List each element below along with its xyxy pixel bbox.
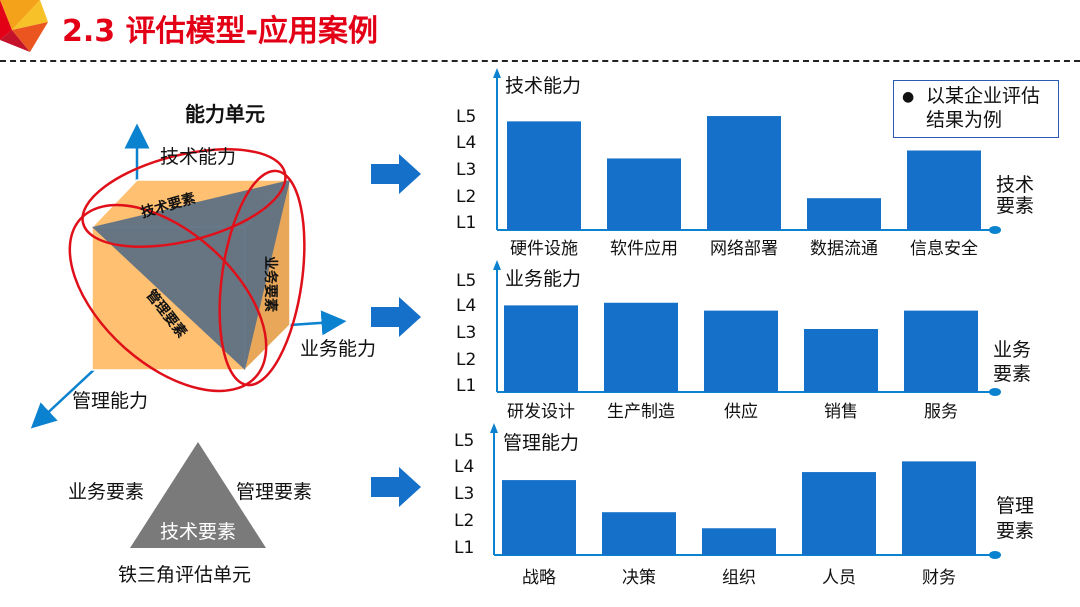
chart-3-ytick-L2: L2	[454, 511, 474, 531]
chart-2-bar-3	[704, 310, 778, 392]
chart-2-ytick-L2: L2	[456, 350, 476, 370]
chart-1-ytick-L3: L3	[456, 160, 476, 180]
chart-1-ytick-L5: L5	[456, 107, 476, 127]
page-title: 2.3 评估模型-应用案例	[62, 14, 379, 49]
flow-arrow-3	[371, 467, 421, 507]
chart-3-xlabel-line1: 管理	[996, 495, 1034, 517]
face-right-label: 业务要素	[262, 256, 279, 312]
chart-2-xlabel-line2: 要素	[993, 363, 1031, 385]
chart-3-ylabel: 管理能力	[503, 432, 579, 454]
chart-1-category-2: 软件应用	[610, 239, 678, 259]
chart-1-ytick-L1: L1	[456, 213, 476, 233]
axis-left	[30, 365, 99, 429]
axis-right-label: 业务能力	[300, 338, 377, 360]
chart-2-ytick-L5: L5	[456, 271, 476, 291]
chart-2-y-arrow	[493, 260, 501, 270]
note-line1: 以某企业评估	[926, 85, 1041, 107]
chart-1-bar-1	[507, 121, 581, 230]
chart-1-bar-3	[707, 116, 781, 230]
chart-2-ytick-L3: L3	[456, 323, 476, 343]
chart-1-category-5: 信息安全	[910, 239, 978, 259]
chart-1-ytick-L2: L2	[456, 187, 476, 207]
chart-2-xlabel-line1: 业务	[993, 339, 1031, 361]
chart-3-bar-3	[702, 528, 776, 555]
iron-triangle	[130, 442, 266, 548]
chart-1-category-3: 网络部署	[710, 239, 778, 259]
chart-1-category-1: 硬件设施	[510, 239, 578, 259]
note-line2: 结果为例	[926, 109, 1003, 131]
chart-3-category-4: 人员	[822, 568, 856, 588]
note-bullet: ●	[902, 89, 915, 105]
chart-2-category-5: 服务	[924, 402, 958, 422]
chart-3-y-arrow	[490, 423, 498, 433]
chart-3-ytick-L4: L4	[454, 457, 474, 477]
chart-1-ytick-L4: L4	[456, 133, 476, 153]
chart-3-category-2: 决策	[622, 568, 656, 588]
chart-1-bar-4	[807, 198, 881, 230]
chart-2-bar-5	[904, 310, 978, 392]
chart-3-ytick-L3: L3	[454, 484, 474, 504]
chart-2-category-2: 生产制造	[607, 402, 675, 422]
chart-3-category-1: 战略	[522, 568, 556, 588]
corner-logo	[0, 0, 48, 52]
chart-3-x-axis-end	[989, 551, 1001, 559]
title-divider	[0, 60, 1080, 62]
chart-2-category-3: 供应	[724, 402, 758, 422]
chart-2-bar-2	[604, 302, 678, 392]
note-box: ● 以某企业评估 结果为例	[893, 80, 1059, 138]
flow-arrow-1	[371, 154, 421, 194]
axis-right	[289, 310, 347, 336]
chart-2-bar-4	[804, 329, 878, 392]
flow-arrow-2	[371, 297, 421, 337]
chart-3-category-5: 财务	[922, 568, 956, 588]
chart-1-bar-2	[607, 158, 681, 230]
chart-2-ytick-L4: L4	[456, 296, 476, 316]
chart-1-y-arrow	[493, 68, 501, 78]
chart-2-ylabel: 业务能力	[505, 268, 581, 290]
triangle-caption: 铁三角评估单元	[118, 564, 252, 586]
chart-2-x-axis-end	[989, 388, 1001, 396]
chart-3-bar-5	[902, 461, 976, 555]
triangle-right-label: 管理要素	[236, 481, 313, 503]
chart-2-ytick-L1: L1	[456, 376, 476, 396]
cube-heading: 能力单元	[185, 102, 265, 126]
chart-2-category-1: 研发设计	[507, 402, 575, 422]
chart-1-xlabel-line1: 技术	[996, 174, 1034, 196]
chart-1-category-4: 数据流通	[810, 239, 878, 259]
cube-inner-triangle	[92, 180, 290, 370]
chart-2-category-4: 销售	[824, 402, 858, 422]
chart-3-ytick-L1: L1	[454, 538, 474, 558]
chart-2-bar-1	[504, 305, 578, 392]
chart-1-xlabel-line2: 要素	[996, 195, 1034, 217]
chart-3-bar-1	[502, 480, 576, 555]
chart-3-ytick-L5: L5	[454, 431, 474, 451]
axis-left-label: 管理能力	[72, 390, 149, 412]
ellipse-front	[68, 203, 268, 393]
chart-3-bar-2	[602, 512, 676, 555]
chart-3-xlabel-line2: 要素	[996, 520, 1034, 542]
chart-1-x-axis-end	[989, 226, 1001, 234]
chart-3-category-3: 组织	[722, 568, 756, 588]
triangle-center-label: 技术要素	[160, 521, 236, 543]
chart-1-ylabel: 技术能力	[505, 75, 581, 97]
capability-cube: 技术要素 业务要素 管理要素 技术要素	[30, 123, 347, 548]
chart-1-bar-5	[907, 150, 981, 230]
triangle-left-label: 业务要素	[68, 481, 145, 503]
chart-3-bar-4	[802, 472, 876, 555]
axis-up-label: 技术能力	[160, 146, 237, 168]
flow-arrows	[371, 154, 421, 507]
